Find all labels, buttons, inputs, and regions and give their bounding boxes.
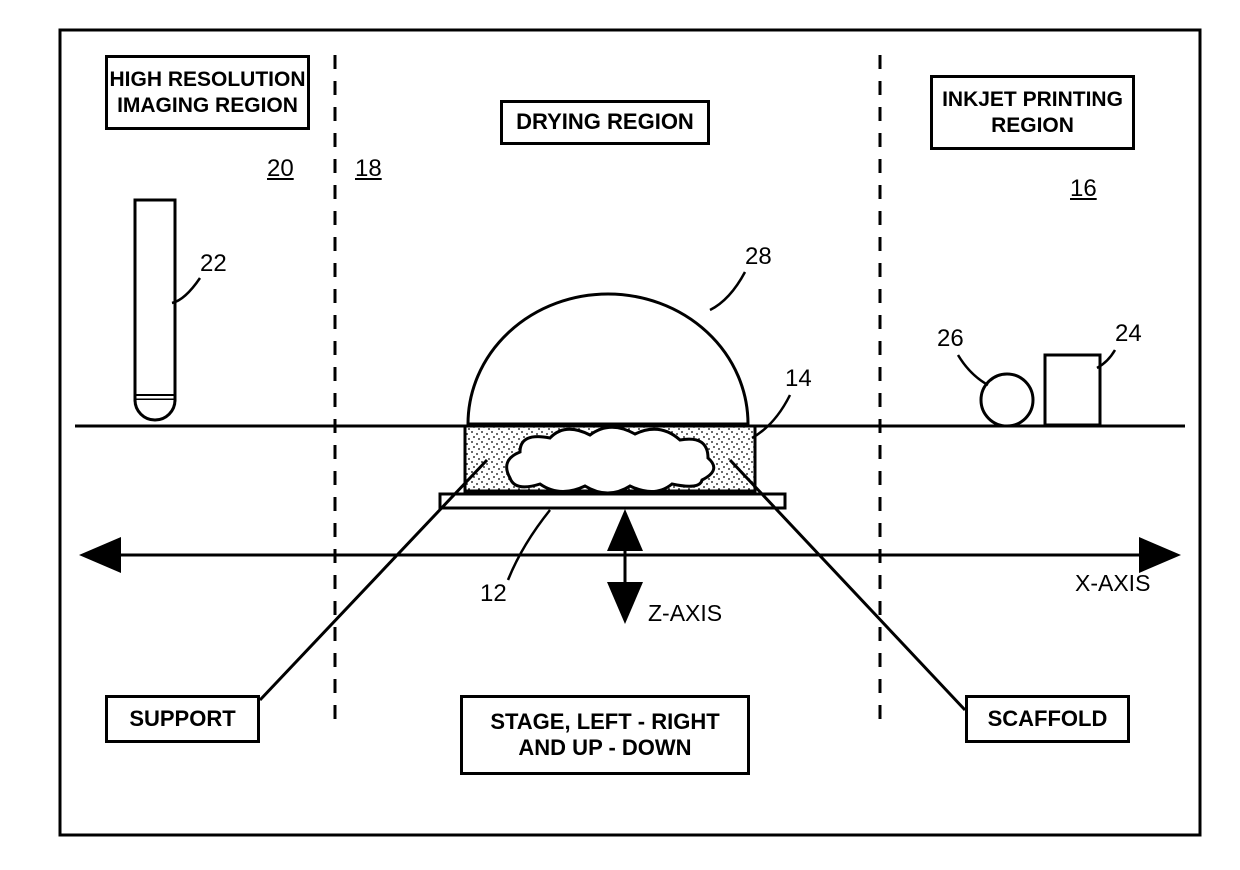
leader-scaffold — [730, 460, 965, 710]
ref-22: 22 — [200, 250, 227, 278]
ref-14: 14 — [785, 365, 812, 393]
label-imaging-region: HIGH RESOLUTION IMAGING REGION — [105, 55, 310, 130]
ref-16: 16 — [1070, 175, 1097, 203]
inkjet-square — [1045, 355, 1100, 425]
label-support: SUPPORT — [105, 695, 260, 743]
label-drying-region: DRYING REGION — [500, 100, 710, 145]
probe — [135, 200, 175, 420]
ref-24: 24 — [1115, 320, 1142, 348]
leader-support — [260, 460, 487, 700]
label-inkjet-region: INKJET PRINTING REGION — [930, 75, 1135, 150]
z-axis-label: Z-AXIS — [648, 600, 722, 627]
ref-20: 20 — [267, 155, 294, 183]
dome — [468, 294, 748, 424]
ref-18: 18 — [355, 155, 382, 183]
x-axis-label: X-AXIS — [1075, 570, 1150, 597]
leader-ref26 — [958, 355, 988, 385]
stage-bar — [440, 494, 785, 508]
leader-ref14 — [752, 395, 790, 438]
ref-28: 28 — [745, 243, 772, 271]
ref-26: 26 — [937, 325, 964, 353]
inkjet-circle — [981, 374, 1033, 426]
ref-12: 12 — [480, 580, 507, 608]
leader-ref28 — [710, 272, 745, 310]
label-scaffold: SCAFFOLD — [965, 695, 1130, 743]
leader-ref12 — [508, 510, 550, 580]
label-stage: STAGE, LEFT - RIGHT AND UP - DOWN — [460, 695, 750, 775]
